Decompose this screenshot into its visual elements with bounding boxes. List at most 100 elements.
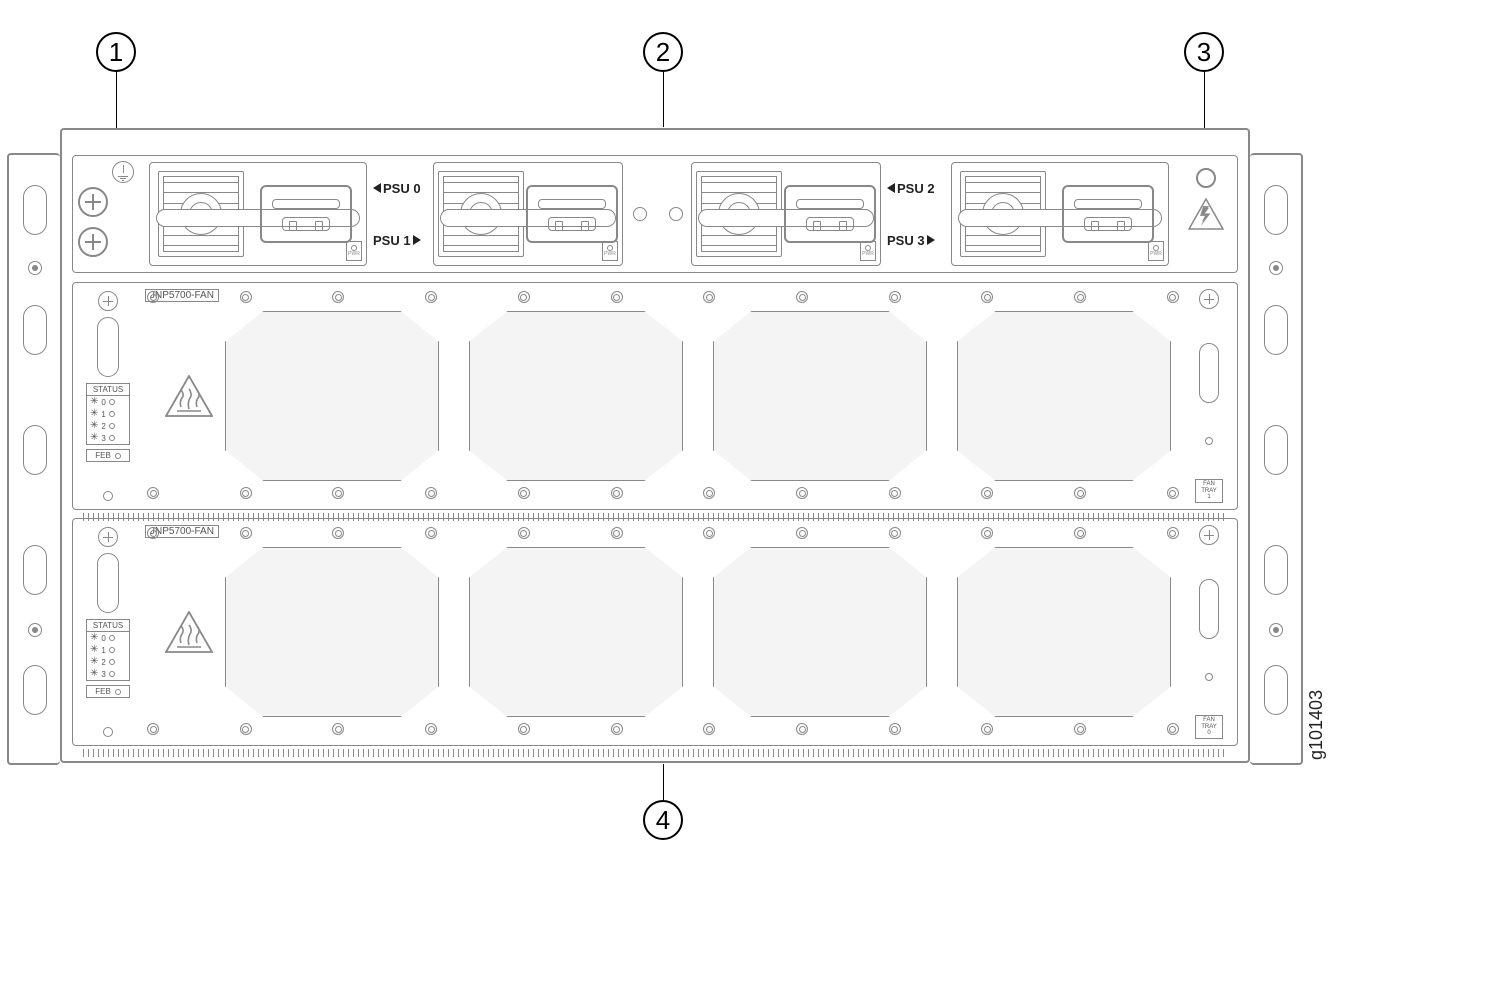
psu-2-left: PWR	[691, 162, 881, 266]
callout-3-label: 3	[1197, 37, 1211, 68]
fan-tray-handle	[1199, 343, 1219, 403]
fan-tray-1: STATUS ✳0 ✳1 ✳2 ✳3 FEB FAN TRAY 1 JNP570…	[72, 282, 1238, 510]
arrow-left-icon	[373, 183, 381, 193]
fan-tray-0: STATUS ✳0 ✳1 ✳2 ✳3 FEB FAN TRAY 0 JNP570…	[72, 518, 1238, 746]
fan-module	[469, 311, 683, 481]
screw-row	[145, 487, 1181, 501]
psu-labels-01: PSU 0 PSU 1	[373, 162, 429, 266]
captive-screw-icon	[98, 527, 118, 547]
rack-slot	[1264, 665, 1288, 715]
psu-labels-23: PSU 2 PSU 3	[887, 162, 945, 266]
callout-4: 4	[643, 800, 683, 840]
fan-module	[957, 547, 1171, 717]
hot-surface-icon	[165, 611, 213, 653]
screw-row	[145, 291, 1181, 305]
fan-module	[225, 547, 439, 717]
screw-row	[145, 723, 1181, 737]
diagram-stage: 1 2 3 4	[0, 0, 1501, 999]
fan-icon: ✳	[90, 645, 98, 655]
rack-screw-hole	[1269, 261, 1283, 275]
leader-2	[663, 72, 664, 127]
fan-tray-handle	[1199, 579, 1219, 639]
psu-1: PWR	[433, 162, 623, 266]
fan-row-2: 2	[101, 422, 105, 431]
led-icon	[115, 689, 121, 695]
status-header: STATUS	[87, 620, 129, 632]
callout-4-label: 4	[656, 805, 670, 836]
rack-slot	[23, 185, 47, 235]
arrow-right-icon	[413, 235, 421, 245]
psu-mid-hole	[669, 207, 683, 221]
fan-row-3: 3	[101, 670, 105, 679]
callout-2: 2	[643, 32, 683, 72]
fan-module	[713, 547, 927, 717]
feb-label: FEB	[95, 451, 111, 460]
psu-3-label: PSU 3	[887, 233, 925, 248]
psu-inlet-icon	[526, 185, 618, 243]
rack-slot	[1264, 305, 1288, 355]
psu-led: PWR	[860, 241, 876, 261]
feb-indicator: FEB	[86, 449, 130, 462]
callout-2-label: 2	[656, 37, 670, 68]
rack-screw-hole	[28, 623, 42, 637]
callout-1-label: 1	[109, 37, 123, 68]
fan-module	[957, 311, 1171, 481]
psu-mid-hole	[633, 207, 647, 221]
psu-0-label: PSU 0	[383, 181, 421, 196]
fan-row-0: 0	[101, 634, 105, 643]
captive-screw-icon	[1199, 525, 1219, 545]
vent-strip	[83, 749, 1227, 757]
led-icon	[109, 671, 115, 677]
fan-row-1: 1	[101, 646, 105, 655]
fan-tray-body: JNP5700-FAN	[145, 525, 1181, 739]
rack-slot	[1264, 425, 1288, 475]
fan-module	[469, 547, 683, 717]
led-icon	[109, 423, 115, 429]
screw-hole-icon	[103, 727, 113, 737]
led-icon	[109, 635, 115, 641]
fan-tray-handle	[97, 553, 119, 613]
psu-inlet-icon	[260, 185, 352, 243]
figure-id-label: g101403	[1306, 690, 1327, 760]
led-icon	[109, 647, 115, 653]
indicator-dot	[1205, 437, 1213, 445]
fan-tray-left-panel: STATUS ✳0 ✳1 ✳2 ✳3 FEB	[79, 525, 137, 739]
psu-led: PWR	[602, 241, 618, 261]
feb-label: FEB	[95, 687, 111, 696]
fan-icon: ✳	[90, 397, 98, 407]
captive-screw-icon	[1199, 289, 1219, 309]
arrow-right-icon	[927, 235, 935, 245]
fan-icon: ✳	[90, 657, 98, 667]
hot-surface-icon	[165, 375, 213, 417]
captive-screw-icon	[98, 291, 118, 311]
chassis: PWR PSU 0 PSU 1 PWR	[60, 128, 1250, 763]
fan-tray-right-panel: FAN TRAY 0	[1187, 525, 1231, 739]
rack-slot	[23, 665, 47, 715]
rack-screw-hole	[1269, 623, 1283, 637]
fan-row	[225, 311, 1171, 481]
fan-tray-body: JNP5700-FAN	[145, 289, 1181, 503]
led-icon	[109, 399, 115, 405]
psu-shelf: PWR PSU 0 PSU 1 PWR	[72, 155, 1238, 273]
fan-tray-left-panel: STATUS ✳0 ✳1 ✳2 ✳3 FEB	[79, 289, 137, 503]
fan-tray-number-0: FAN TRAY 0	[1195, 715, 1223, 739]
psu-inlet-icon	[1062, 185, 1154, 243]
screw-row	[145, 527, 1181, 541]
psu-2-label: PSU 2	[897, 181, 935, 196]
callout-1: 1	[96, 32, 136, 72]
psu-led: PWR	[346, 241, 362, 261]
rack-ear-right	[1250, 153, 1303, 765]
psu-3: PWR	[951, 162, 1169, 266]
fan-row-0: 0	[101, 398, 105, 407]
status-header: STATUS	[87, 384, 129, 396]
fan-icon: ✳	[90, 633, 98, 643]
rack-slot	[23, 305, 47, 355]
psu-led: PWR	[1148, 241, 1164, 261]
rack-ear-left	[7, 153, 60, 765]
fan-tray-number-1: FAN TRAY 1	[1195, 479, 1223, 503]
fan-row-2: 2	[101, 658, 105, 667]
feb-indicator: FEB	[86, 685, 130, 698]
fan-row-3: 3	[101, 434, 105, 443]
rack-screw-hole	[28, 261, 42, 275]
fan-tray-handle	[97, 317, 119, 377]
